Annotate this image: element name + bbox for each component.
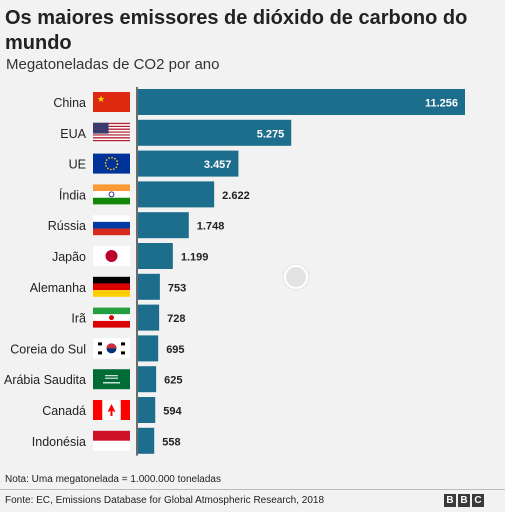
bbc-logo-letter: B — [444, 494, 456, 507]
india-flag-icon — [93, 184, 130, 205]
data-label: 11.256 — [425, 98, 458, 110]
category-label: EUA — [60, 127, 86, 141]
japan-flag-icon — [93, 246, 130, 266]
eu-flag-icon — [93, 153, 130, 174]
data-label: 728 — [167, 313, 185, 325]
iran-flag-icon — [93, 307, 130, 328]
bar — [138, 366, 157, 393]
play-circle-icon[interactable] — [284, 265, 308, 289]
south-korea-flag-icon — [93, 338, 130, 359]
category-label: UE — [69, 158, 86, 172]
category-label: Coreia do Sul — [10, 342, 86, 356]
footnote: Nota: Uma megatonelada = 1.000.000 tonel… — [5, 474, 221, 485]
category-label: Alemanha — [30, 281, 86, 295]
category-label: Rússia — [48, 219, 86, 233]
category-label: Irã — [71, 312, 86, 326]
data-label: 695 — [166, 344, 184, 356]
chart-subtitle: Megatoneladas de CO2 por ano — [6, 56, 220, 73]
saudi-arabia-flag-icon — [93, 369, 130, 390]
data-label: 5.275 — [257, 128, 285, 140]
russia-flag-icon — [93, 215, 130, 236]
data-label: 1.748 — [197, 221, 225, 233]
bar — [138, 427, 155, 454]
data-label: 1.199 — [181, 252, 209, 264]
category-label: China — [53, 96, 86, 110]
bar — [138, 304, 160, 331]
bbc-logo-letter: C — [472, 494, 484, 507]
bar — [138, 119, 292, 146]
china-flag-icon: ★ — [93, 92, 130, 112]
footer-divider — [0, 489, 505, 490]
bar — [138, 150, 239, 177]
data-label: 594 — [163, 406, 182, 418]
usa-flag-icon — [93, 122, 130, 143]
svg-text:★: ★ — [97, 95, 105, 105]
chart-title: Os maiores emissores de dióxido de carbo… — [5, 7, 468, 54]
category-label: Canadá — [42, 404, 86, 418]
data-label: 753 — [168, 282, 186, 294]
category-label: Japão — [52, 250, 86, 264]
bar — [138, 273, 160, 300]
category-label: Arábia Saudita — [4, 373, 86, 387]
bar — [138, 212, 189, 239]
category-label: Índia — [59, 187, 86, 202]
category-label: Indonésia — [32, 435, 86, 449]
bar — [138, 181, 215, 208]
indonesia-flag-icon — [93, 430, 130, 451]
bar-chart: China ★ 11.256 EUA 5.275 UE 3.457 Índia 2.622 Rús… — [4, 87, 465, 456]
data-label: 625 — [164, 375, 182, 387]
data-label: 3.457 — [204, 159, 232, 171]
bbc-logo-letter: B — [458, 494, 470, 507]
canada-flag-icon — [93, 400, 130, 420]
bar — [138, 89, 465, 115]
bar — [138, 397, 156, 423]
data-label: 2.622 — [222, 190, 250, 202]
bar — [138, 243, 173, 269]
source-credit: Fonte: EC, Emissions Database for Global… — [5, 495, 325, 506]
bbc-logo: B B C — [444, 494, 484, 507]
germany-flag-icon — [93, 276, 130, 297]
data-label: 558 — [162, 436, 180, 448]
bar — [138, 335, 159, 362]
